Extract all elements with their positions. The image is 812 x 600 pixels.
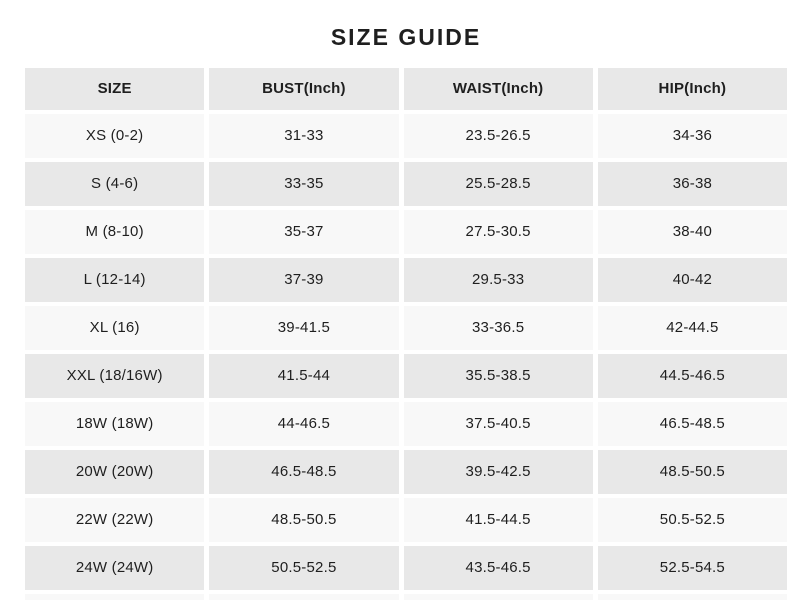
table-cell: M (8-10) bbox=[25, 209, 205, 254]
table-row-partial bbox=[25, 593, 787, 600]
table-cell: 23.5-26.5 bbox=[403, 113, 593, 158]
page-title: SIZE GUIDE bbox=[330, 24, 482, 50]
table-row: L (12-14) 37-39 29.5-33 40-42 bbox=[25, 257, 787, 302]
table-cell: 37.5-40.5 bbox=[403, 401, 593, 446]
table-cell: 24W (24W) bbox=[25, 545, 205, 590]
table-cell: 40-42 bbox=[597, 257, 787, 302]
table-cell: 39-41.5 bbox=[209, 305, 399, 350]
table-cell: 42-44.5 bbox=[597, 305, 787, 350]
column-header-size: SIZE bbox=[25, 67, 205, 110]
size-guide-panel: SIZE GUIDE SIZE BUST(Inch) WAIST(Inch) H… bbox=[20, 0, 792, 600]
table-cell: 38-40 bbox=[597, 209, 787, 254]
table-row: XL (16) 39-41.5 33-36.5 42-44.5 bbox=[25, 305, 787, 350]
table-cell bbox=[597, 593, 787, 600]
table-cell: XS (0-2) bbox=[25, 113, 205, 158]
table-cell: 18W (18W) bbox=[25, 401, 205, 446]
table-body: XS (0-2) 31-33 23.5-26.5 34-36 S (4-6) 33-35 2… bbox=[25, 113, 787, 600]
table-cell: 43.5-46.5 bbox=[403, 545, 593, 590]
column-header-waist: WAIST(Inch) bbox=[403, 67, 593, 110]
table-cell: 34-36 bbox=[597, 113, 787, 158]
table-cell: 48.5-50.5 bbox=[209, 497, 399, 542]
table-row: XXL (18/16W) 41.5-44 35.5-38.5 44.5-46.5 bbox=[25, 353, 787, 398]
table-cell: 20W (20W) bbox=[25, 449, 205, 494]
table-cell: 52.5-54.5 bbox=[597, 545, 787, 590]
table-cell: 35-37 bbox=[209, 209, 399, 254]
table-cell: 44.5-46.5 bbox=[597, 353, 787, 398]
table-cell: 22W (22W) bbox=[25, 497, 205, 542]
table-cell: 44-46.5 bbox=[209, 401, 399, 446]
table-cell bbox=[25, 593, 205, 600]
table-cell: 50.5-52.5 bbox=[597, 497, 787, 542]
table-row: 22W (22W) 48.5-50.5 41.5-44.5 50.5-52.5 bbox=[25, 497, 787, 542]
size-guide-table: SIZE BUST(Inch) WAIST(Inch) HIP(Inch) XS… bbox=[20, 64, 792, 600]
table-row: 24W (24W) 50.5-52.5 43.5-46.5 52.5-54.5 bbox=[25, 545, 787, 590]
table-row: S (4-6) 33-35 25.5-28.5 36-38 bbox=[25, 161, 787, 206]
table-cell: 36-38 bbox=[597, 161, 787, 206]
table-cell: 48.5-50.5 bbox=[597, 449, 787, 494]
table-cell: 35.5-38.5 bbox=[403, 353, 593, 398]
table-cell: 33-35 bbox=[209, 161, 399, 206]
table-row: M (8-10) 35-37 27.5-30.5 38-40 bbox=[25, 209, 787, 254]
table-cell: XL (16) bbox=[25, 305, 205, 350]
table-header-row: SIZE BUST(Inch) WAIST(Inch) HIP(Inch) bbox=[25, 67, 787, 110]
table-cell bbox=[209, 593, 399, 600]
table-cell: 46.5-48.5 bbox=[209, 449, 399, 494]
table-cell: 25.5-28.5 bbox=[403, 161, 593, 206]
table-row: XS (0-2) 31-33 23.5-26.5 34-36 bbox=[25, 113, 787, 158]
table-cell: 31-33 bbox=[209, 113, 399, 158]
table-cell bbox=[403, 593, 593, 600]
column-header-bust: BUST(Inch) bbox=[209, 67, 399, 110]
table-cell: 33-36.5 bbox=[403, 305, 593, 350]
table-cell: S (4-6) bbox=[25, 161, 205, 206]
table-cell: 39.5-42.5 bbox=[403, 449, 593, 494]
table-cell: L (12-14) bbox=[25, 257, 205, 302]
table-cell: 46.5-48.5 bbox=[597, 401, 787, 446]
table-row: 18W (18W) 44-46.5 37.5-40.5 46.5-48.5 bbox=[25, 401, 787, 446]
table-cell: 29.5-33 bbox=[403, 257, 593, 302]
table-cell: XXL (18/16W) bbox=[25, 353, 205, 398]
column-header-hip: HIP(Inch) bbox=[597, 67, 787, 110]
table-cell: 27.5-30.5 bbox=[403, 209, 593, 254]
table-cell: 50.5-52.5 bbox=[209, 545, 399, 590]
table-cell: 37-39 bbox=[209, 257, 399, 302]
table-row: 20W (20W) 46.5-48.5 39.5-42.5 48.5-50.5 bbox=[25, 449, 787, 494]
table-cell: 41.5-44 bbox=[209, 353, 399, 398]
table-cell: 41.5-44.5 bbox=[403, 497, 593, 542]
